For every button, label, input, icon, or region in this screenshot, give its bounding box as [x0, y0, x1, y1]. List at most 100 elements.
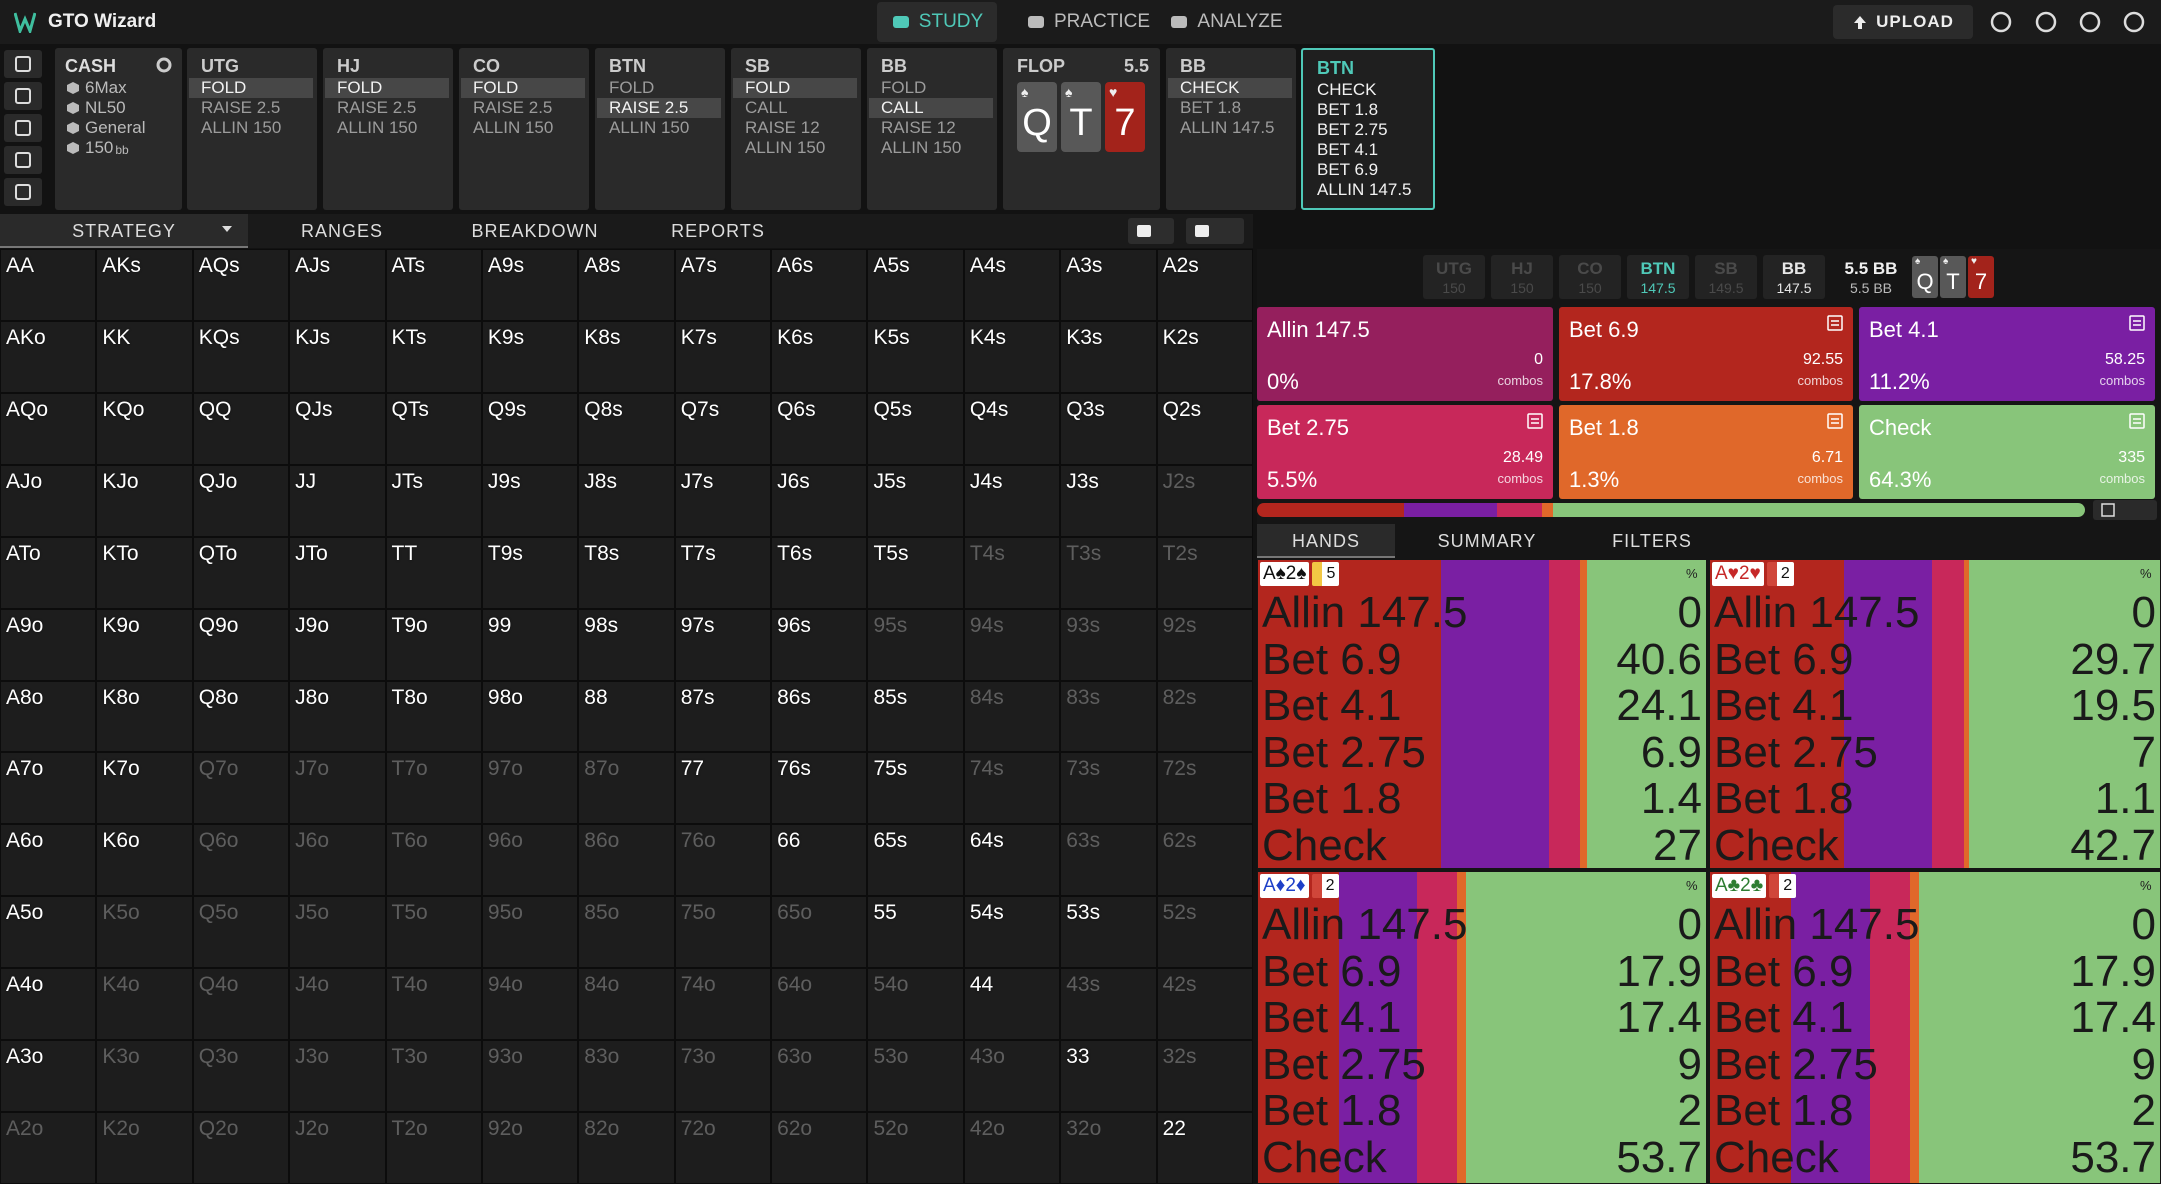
position-box[interactable]: BTN CHECK BET 1.8 BET 2.75 BET 4.1 BET 6.9 ALL… [1301, 48, 1435, 210]
position-action[interactable]: BET 1.8 [1180, 98, 1242, 117]
position-action[interactable]: ALLIN 147.5 [1317, 180, 1412, 199]
action-detail-icon[interactable] [2129, 315, 2145, 331]
hand-tab[interactable]: FILTERS [1612, 531, 1692, 551]
hand-cell[interactable]: 96o [481, 824, 579, 897]
hand-cell[interactable]: 64o [771, 968, 868, 1041]
hand-cell[interactable]: 94o [481, 968, 579, 1041]
position-action[interactable]: RAISE 12 [881, 118, 956, 137]
hand-cell[interactable]: 73s [1060, 752, 1157, 825]
dropdown-arrow[interactable] [222, 226, 232, 234]
hand-cell[interactable]: T9s [481, 536, 579, 609]
hand-cell[interactable]: T7o [385, 752, 482, 825]
hand-cell[interactable]: K8s [578, 320, 675, 393]
hand-cell[interactable]: JJ [289, 464, 386, 537]
hand-cell[interactable]: 84o [578, 968, 675, 1041]
action-box[interactable]: Bet 2.75 28.49 combos 5.5% [1257, 405, 1553, 499]
hand-cell[interactable]: J7o [289, 752, 386, 825]
hand-cell[interactable]: 92o [481, 1112, 579, 1184]
hand-cell[interactable]: QTo [192, 536, 290, 609]
hand-cell[interactable]: Q3o [192, 1040, 290, 1113]
hand-cell[interactable]: J4o [289, 968, 386, 1041]
hand-cell[interactable]: 43o [963, 1040, 1061, 1113]
hand-cell[interactable]: K6o [96, 824, 193, 897]
hand-cell[interactable]: 86s [771, 680, 868, 753]
strategy-tab[interactable]: RANGES [300, 221, 384, 241]
position-action[interactable]: FOLD [325, 78, 449, 98]
position-action[interactable]: ALLIN 150 [337, 118, 418, 137]
hand-cell[interactable]: K7s [674, 320, 772, 393]
position-action[interactable]: RAISE 2.5 [473, 98, 553, 117]
position-action[interactable]: BET 4.1 [1317, 140, 1379, 159]
hand-cell[interactable]: AJs [289, 249, 386, 321]
action-detail-icon[interactable] [1827, 315, 1843, 331]
hand-cell[interactable]: A4o [0, 968, 97, 1041]
hand-cell[interactable]: AJo [0, 464, 97, 537]
hand-cell[interactable]: 52s [1156, 896, 1253, 969]
hand-cell[interactable]: 94s [963, 608, 1061, 681]
hand-cell[interactable]: 97s [674, 608, 772, 681]
hand-cell[interactable]: 54s [963, 896, 1061, 969]
tool-button[interactable] [4, 178, 42, 206]
hand-cell[interactable]: 52o [867, 1112, 964, 1184]
hand-cell[interactable]: J2s [1156, 464, 1253, 537]
hand-cell[interactable]: T6s [771, 536, 868, 609]
hand-cell[interactable]: KJs [289, 320, 386, 393]
hand-cell[interactable]: 85s [867, 680, 964, 753]
upload-button[interactable]: UPLOAD [1833, 5, 1973, 39]
hand-cell[interactable]: J4s [963, 464, 1061, 537]
hand-cell[interactable]: 77 [674, 752, 772, 825]
hand-cell[interactable]: K4s [963, 320, 1061, 393]
hand-cell[interactable]: 53o [867, 1040, 964, 1113]
history-step[interactable]: BTN 147.5 [1627, 255, 1689, 299]
hand-cell[interactable]: Q8o [192, 680, 290, 753]
position-action[interactable]: BET 1.8 [1317, 100, 1379, 119]
combo-cell[interactable]: A♥2♥ 2% Allin 147.5 0 Bet 6.9 29.7 Bet 4.1 19.5… [1709, 559, 2161, 869]
hand-cell[interactable]: J5o [289, 896, 386, 969]
hand-cell[interactable]: KQo [96, 392, 193, 465]
history-step[interactable]: SB 149.5 [1695, 255, 1757, 299]
position-action[interactable]: ALLIN 150 [473, 118, 554, 137]
position-action[interactable]: FOLD [733, 78, 857, 98]
hand-cell[interactable]: 63o [771, 1040, 868, 1113]
tool-button[interactable] [4, 146, 42, 174]
hand-cell[interactable]: K8o [96, 680, 193, 753]
hand-cell[interactable]: K5s [867, 320, 964, 393]
hand-cell[interactable]: 73o [674, 1040, 772, 1113]
hand-tab[interactable]: HANDS [1291, 531, 1360, 551]
strategy-tab[interactable]: STRATEGY [72, 221, 176, 241]
position-action[interactable]: BET 2.75 [1317, 120, 1388, 139]
hand-cell[interactable]: 98s [578, 608, 675, 681]
hand-cell[interactable]: 93o [481, 1040, 579, 1113]
hand-cell[interactable]: 42s [1156, 968, 1253, 1041]
hand-cell[interactable]: 95o [481, 896, 579, 969]
hand-cell[interactable]: K6s [771, 320, 868, 393]
hand-cell[interactable]: AA [0, 249, 97, 321]
hand-cell[interactable]: T4o [385, 968, 482, 1041]
hand-cell[interactable]: JTs [385, 464, 482, 537]
tool-button[interactable] [4, 50, 42, 78]
hand-cell[interactable]: TT [385, 536, 482, 609]
position-action[interactable]: RAISE 2.5 [337, 98, 417, 117]
hand-cell[interactable]: A5o [0, 896, 97, 969]
hand-cell[interactable]: 85o [578, 896, 675, 969]
action-detail-icon[interactable] [2129, 413, 2145, 429]
hand-cell[interactable]: J6o [289, 824, 386, 897]
combo-cell[interactable]: A♣2♣ 2% Allin 147.5 0 Bet 6.9 17.9 Bet 4.1 17.4… [1709, 871, 2161, 1184]
hand-cell[interactable]: J9s [481, 464, 579, 537]
position-action[interactable]: ALLIN 150 [201, 118, 282, 137]
hand-cell[interactable]: A6s [771, 249, 868, 321]
hand-cell[interactable]: J8s [578, 464, 675, 537]
hand-cell[interactable]: 87s [674, 680, 772, 753]
hand-cell[interactable]: 74o [674, 968, 772, 1041]
hand-cell[interactable]: Q9o [192, 608, 290, 681]
combo-cell[interactable]: A♠2♠ 5% Allin 147.5 0 Bet 6.9 40.6 Bet 4.1 24.1… [1257, 559, 1707, 869]
hand-cell[interactable]: T6o [385, 824, 482, 897]
nav-icon[interactable] [2122, 10, 2146, 34]
hand-cell[interactable]: T8o [385, 680, 482, 753]
hand-cell[interactable]: ATo [0, 536, 97, 609]
hand-cell[interactable]: KJo [96, 464, 193, 537]
hand-cell[interactable]: J6s [771, 464, 868, 537]
hand-cell[interactable]: 76o [674, 824, 772, 897]
hand-cell[interactable]: 75s [867, 752, 964, 825]
tool-button[interactable] [1186, 218, 1244, 244]
